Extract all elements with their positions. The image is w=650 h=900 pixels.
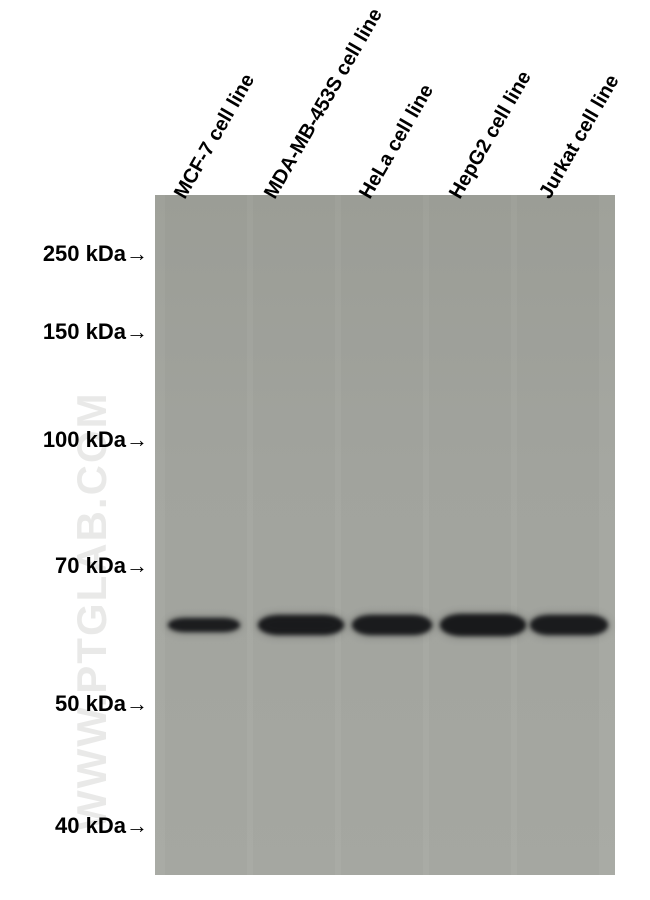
lane-label-4: Jurkat cell line: [535, 71, 624, 203]
marker-label-1: 150 kDa→: [43, 319, 148, 345]
lane-label-2: HeLa cell line: [355, 81, 439, 203]
lane-label-0: MCF-7 cell line: [170, 70, 260, 203]
marker-label-2: 100 kDa→: [43, 427, 148, 453]
marker-label-4: 50 kDa→: [55, 691, 148, 717]
figure-container: WWW.PTGLAB.COM MCF-7 cell lineMDA-MB-453…: [0, 0, 650, 900]
blot-membrane: [155, 195, 615, 875]
marker-label-3: 70 kDa→: [55, 553, 148, 579]
watermark-text: WWW.PTGLAB.COM: [68, 391, 116, 830]
lane-label-3: HepG2 cell line: [445, 67, 537, 203]
marker-label-0: 250 kDa→: [43, 241, 148, 267]
marker-label-5: 40 kDa→: [55, 813, 148, 839]
